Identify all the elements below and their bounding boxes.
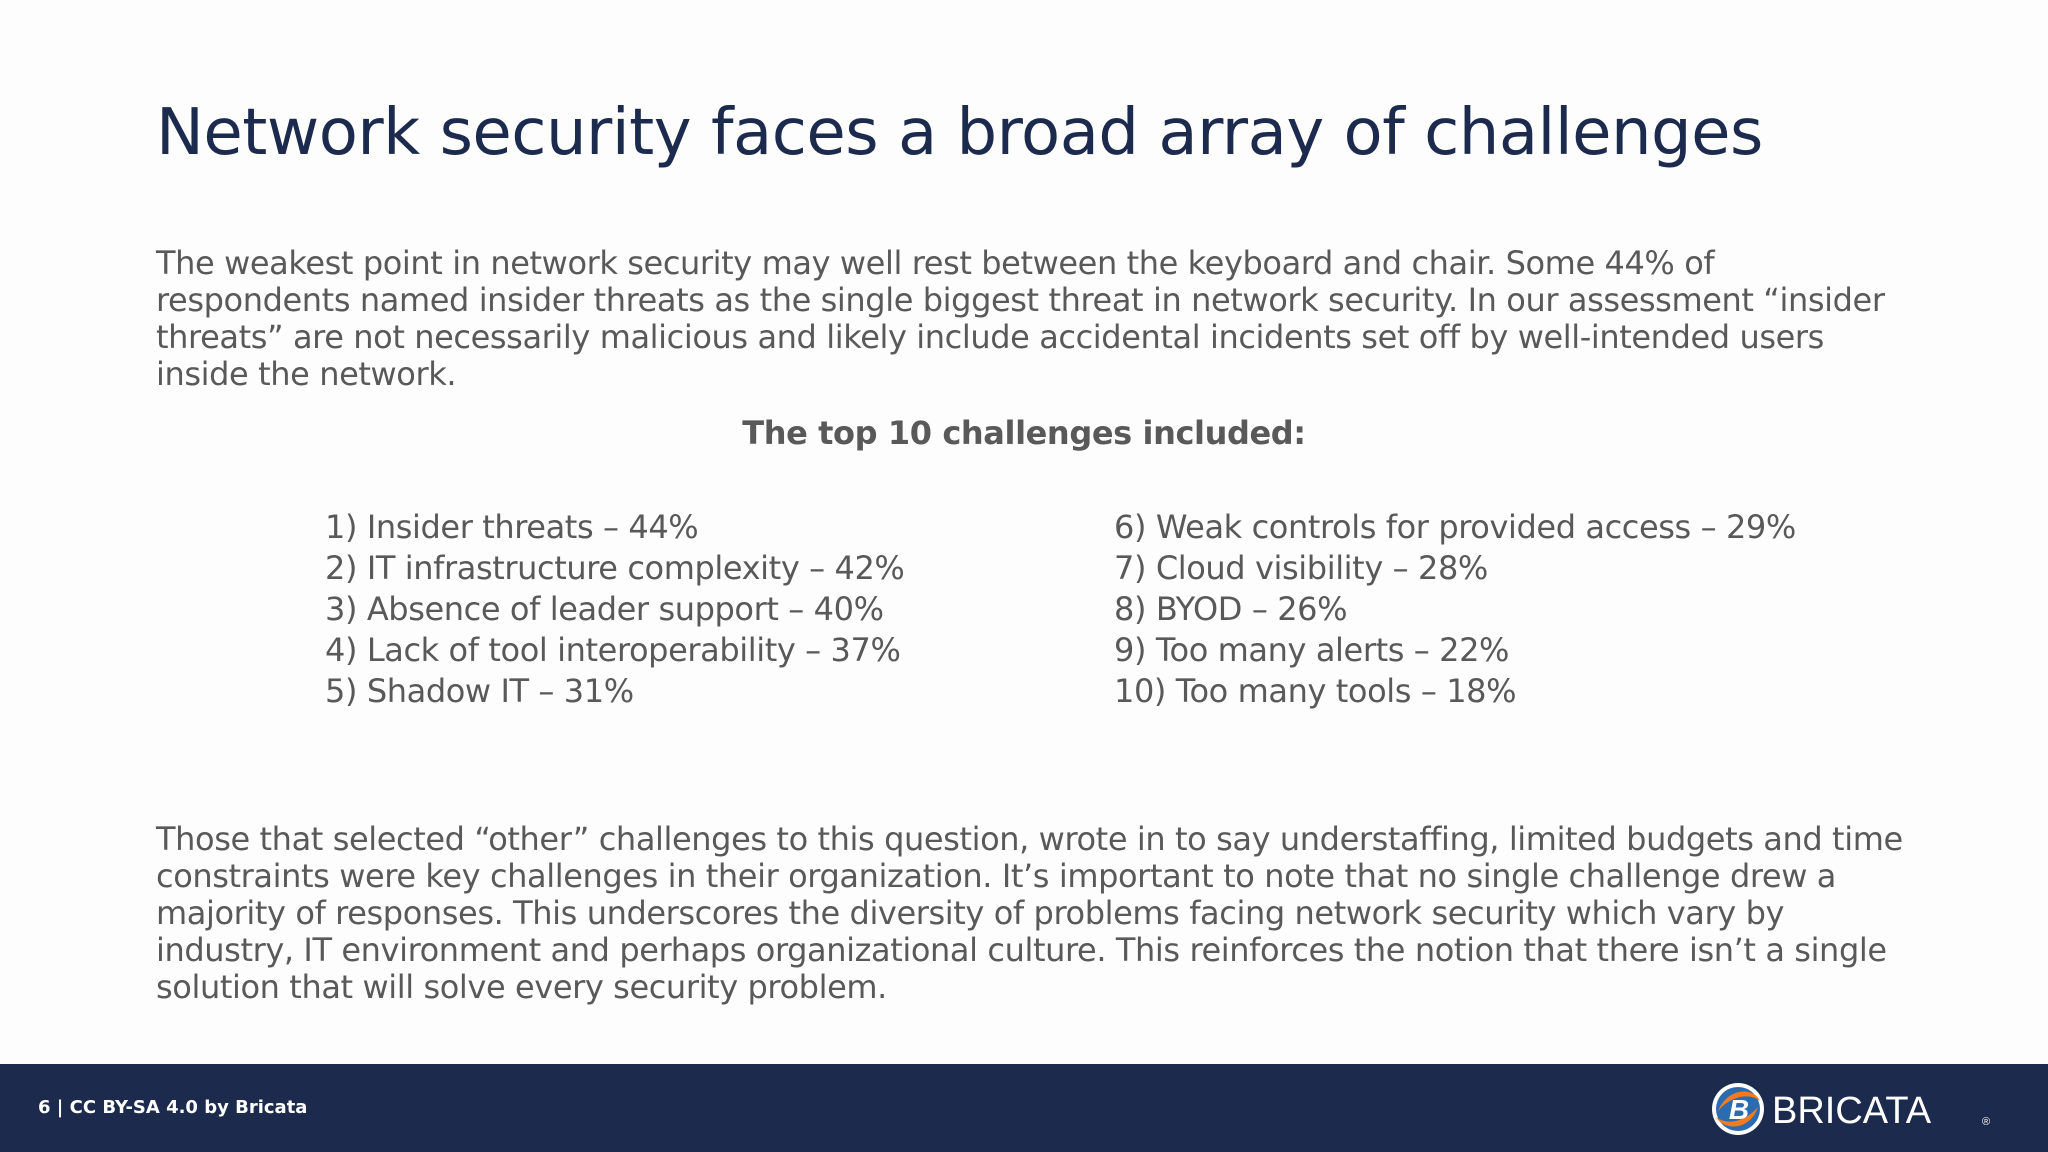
svg-text:B: B: [1729, 1094, 1749, 1125]
list-item: 3) Absence of leader support – 40%: [325, 590, 884, 628]
list-item: 8) BYOD – 26%: [1114, 590, 1348, 628]
svg-text:BRICATA: BRICATA: [1772, 1090, 1932, 1132]
list-item: 6) Weak controls for provided access – 2…: [1114, 508, 1796, 546]
challenges-list-left: 1) Insider threats – 44% 2) IT infrastru…: [325, 507, 905, 712]
list-item: 10) Too many tools – 18%: [1114, 672, 1517, 710]
footer-bar: 6 | CC BY-SA 4.0 by Bricata B BRICATA ®: [0, 1064, 2048, 1152]
bricata-logo-graphic: B BRICATA ®: [1712, 1083, 1990, 1135]
svg-text:®: ®: [1982, 1116, 1990, 1128]
challenges-list-right: 6) Weak controls for provided access – 2…: [1114, 507, 1796, 712]
bricata-logo: B BRICATA ®: [1710, 1081, 2010, 1137]
list-item: 2) IT infrastructure complexity – 42%: [325, 549, 905, 587]
challenges-subheading: The top 10 challenges included:: [742, 414, 1306, 452]
list-item: 4) Lack of tool interoperability – 37%: [325, 631, 901, 669]
slide-title: Network security faces a broad array of …: [156, 96, 1763, 170]
list-item: 1) Insider threats – 44%: [325, 508, 699, 546]
footer-credit: 6 | CC BY-SA 4.0 by Bricata: [38, 1097, 308, 1118]
outro-paragraph: Those that selected “other” challenges t…: [156, 820, 1903, 1006]
intro-paragraph: The weakest point in network security ma…: [156, 244, 1885, 393]
list-item: 7) Cloud visibility – 28%: [1114, 549, 1488, 587]
list-item: 5) Shadow IT – 31%: [325, 672, 634, 710]
list-item: 9) Too many alerts – 22%: [1114, 631, 1510, 669]
